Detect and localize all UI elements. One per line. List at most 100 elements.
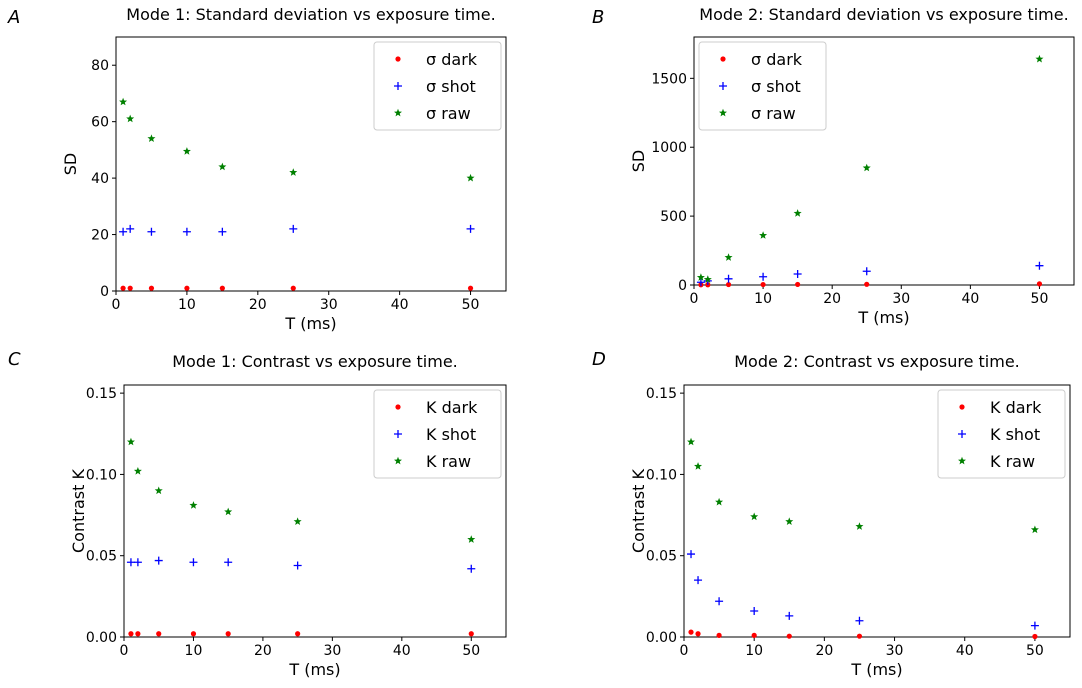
panel-letter: A xyxy=(7,7,20,28)
x-tick-label: 50 xyxy=(1026,643,1044,659)
legend-box xyxy=(937,389,1066,479)
plot-frame xyxy=(115,36,507,292)
data-point xyxy=(182,147,191,155)
panel-letter: B xyxy=(592,7,604,28)
x-tick-label: 10 xyxy=(745,643,763,659)
data-point xyxy=(786,633,792,639)
legend-box xyxy=(373,389,502,479)
legend-label: σ raw xyxy=(426,104,471,123)
data-point xyxy=(126,114,135,123)
data-point xyxy=(126,437,135,446)
data-point xyxy=(154,556,163,565)
data-point xyxy=(696,273,705,281)
data-point xyxy=(724,274,733,283)
series-dot xyxy=(688,629,1038,640)
x-tick-label: 20 xyxy=(815,643,833,659)
y-tick-label: 0.15 xyxy=(86,386,117,402)
data-point xyxy=(289,168,298,176)
data-point xyxy=(862,267,871,276)
x-tick-label: 30 xyxy=(886,643,904,659)
y-tick-label: 60 xyxy=(91,115,109,131)
data-point xyxy=(218,227,227,236)
data-point xyxy=(184,285,190,291)
data-point xyxy=(1035,54,1044,63)
data-point xyxy=(224,507,233,516)
panel-c: C Mode 1: Contrast vs exposure time. 0 10 20… xyxy=(8,349,507,679)
legend: K dark K shot K raw xyxy=(937,389,1066,479)
panel-letter: C xyxy=(8,349,21,370)
y-tick-label: 500 xyxy=(660,209,687,225)
data-point xyxy=(290,285,296,291)
data-point xyxy=(466,224,475,233)
legend-box xyxy=(373,41,502,131)
x-tick-label: 0 xyxy=(690,291,699,307)
data-point xyxy=(126,224,135,233)
legend-label: K dark xyxy=(990,398,1042,417)
x-axis-label: T (ms) xyxy=(284,314,336,333)
data-point xyxy=(759,272,768,281)
data-point xyxy=(760,281,766,288)
x-axis-label: T (ms) xyxy=(288,660,340,679)
y-tick-label: 0 xyxy=(678,278,687,294)
series-star xyxy=(119,97,475,182)
data-point xyxy=(759,231,768,239)
data-point xyxy=(148,285,155,291)
panel-letter: D xyxy=(592,349,606,370)
chart-title: Mode 1: Standard deviation vs exposure t… xyxy=(126,5,495,24)
data-point xyxy=(703,275,712,283)
legend-marker xyxy=(719,82,727,90)
y-tick-label: 80 xyxy=(91,58,109,74)
series-star xyxy=(126,437,476,543)
x-tick-label: 20 xyxy=(249,297,267,313)
y-tick-label: 0.10 xyxy=(646,467,677,483)
data-point xyxy=(793,269,802,278)
legend-label: K raw xyxy=(990,452,1035,471)
y-axis-label: Contrast K xyxy=(69,469,88,553)
chart-title: Mode 1: Contrast vs exposure time. xyxy=(172,352,458,371)
data-point xyxy=(1032,633,1038,640)
data-point xyxy=(785,611,794,620)
data-point xyxy=(133,466,142,475)
data-point xyxy=(189,558,198,567)
data-point xyxy=(715,597,724,606)
x-tick-label: 10 xyxy=(178,297,196,313)
y-axis-label: SD xyxy=(629,150,648,172)
data-point xyxy=(126,558,135,567)
data-point xyxy=(293,517,302,525)
x-tick-label: 50 xyxy=(462,643,480,659)
data-point xyxy=(119,227,128,236)
plot-frame xyxy=(683,384,1071,638)
data-point xyxy=(219,285,225,291)
data-point xyxy=(793,209,802,217)
legend-marker xyxy=(959,404,965,410)
series-dot xyxy=(128,631,474,637)
x-tick-label: 0 xyxy=(120,643,129,659)
data-point xyxy=(127,285,133,291)
data-point xyxy=(855,616,864,625)
x-tick-label: 40 xyxy=(391,297,409,313)
y-tick-label: 0 xyxy=(100,284,109,300)
data-point xyxy=(862,163,871,172)
data-point xyxy=(856,633,863,639)
data-point xyxy=(467,285,474,291)
legend-marker xyxy=(395,404,401,410)
data-point xyxy=(688,629,694,635)
y-tick-label: 20 xyxy=(91,228,109,244)
data-point xyxy=(120,285,126,291)
series-plus xyxy=(696,261,1044,287)
data-point xyxy=(1035,261,1044,270)
data-point xyxy=(156,631,162,637)
panel-a: A Mode 1: Standard deviation vs exposure … xyxy=(7,5,507,333)
series-dot xyxy=(698,281,1043,288)
data-point xyxy=(1030,621,1039,630)
series-star xyxy=(696,54,1044,283)
chart-title: Mode 2: Standard deviation vs exposure t… xyxy=(699,5,1068,24)
legend-label: σ raw xyxy=(751,104,796,123)
data-point xyxy=(694,576,703,585)
data-point xyxy=(864,281,870,287)
x-tick-label: 0 xyxy=(680,643,689,659)
legend-box xyxy=(698,41,827,131)
plot-frame xyxy=(123,384,507,638)
data-point xyxy=(715,497,724,506)
